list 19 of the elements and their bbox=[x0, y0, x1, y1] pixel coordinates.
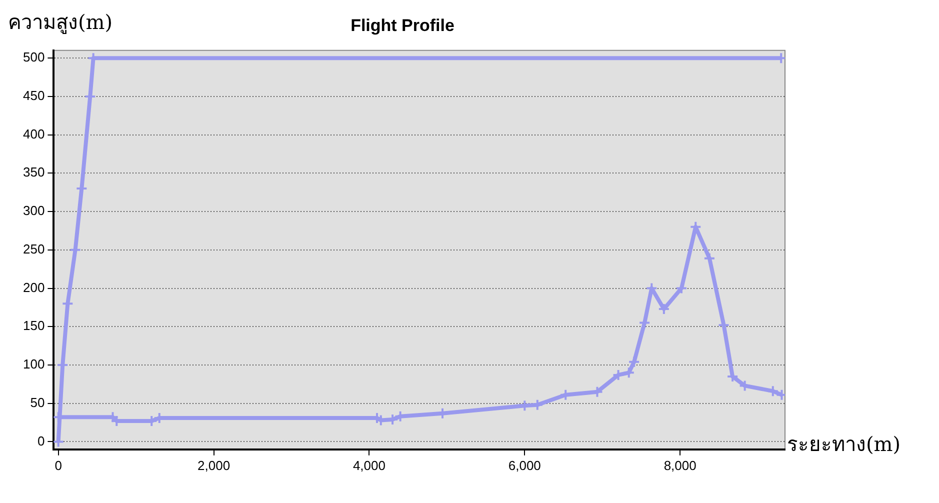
y-tick-label: 250 bbox=[22, 241, 45, 256]
y-tick-label: 0 bbox=[37, 433, 45, 448]
y-tick-label: 450 bbox=[22, 88, 45, 104]
x-tick-label: 6,000 bbox=[508, 458, 541, 473]
x-tick-label: 8,000 bbox=[664, 458, 696, 473]
chart-title: Flight Profile bbox=[350, 16, 454, 35]
y-tick-label: 100 bbox=[22, 356, 45, 372]
y-axis-title: ความสูง(m) bbox=[8, 9, 113, 36]
x-tick-label: 0 bbox=[54, 458, 62, 473]
x-tick-label: 2,000 bbox=[198, 458, 230, 473]
y-tick-label: 150 bbox=[22, 318, 45, 334]
x-axis-title: ระยะทาง(m) bbox=[787, 431, 901, 458]
y-tick-label: 50 bbox=[30, 394, 45, 410]
x-tick-label: 4,000 bbox=[352, 458, 386, 473]
y-tick-label: 200 bbox=[22, 280, 45, 295]
y-tick-label: 500 bbox=[22, 50, 45, 65]
y-tick-label: 300 bbox=[22, 203, 45, 218]
y-tick-label: 400 bbox=[22, 126, 45, 142]
y-tick-label: 350 bbox=[22, 164, 45, 180]
